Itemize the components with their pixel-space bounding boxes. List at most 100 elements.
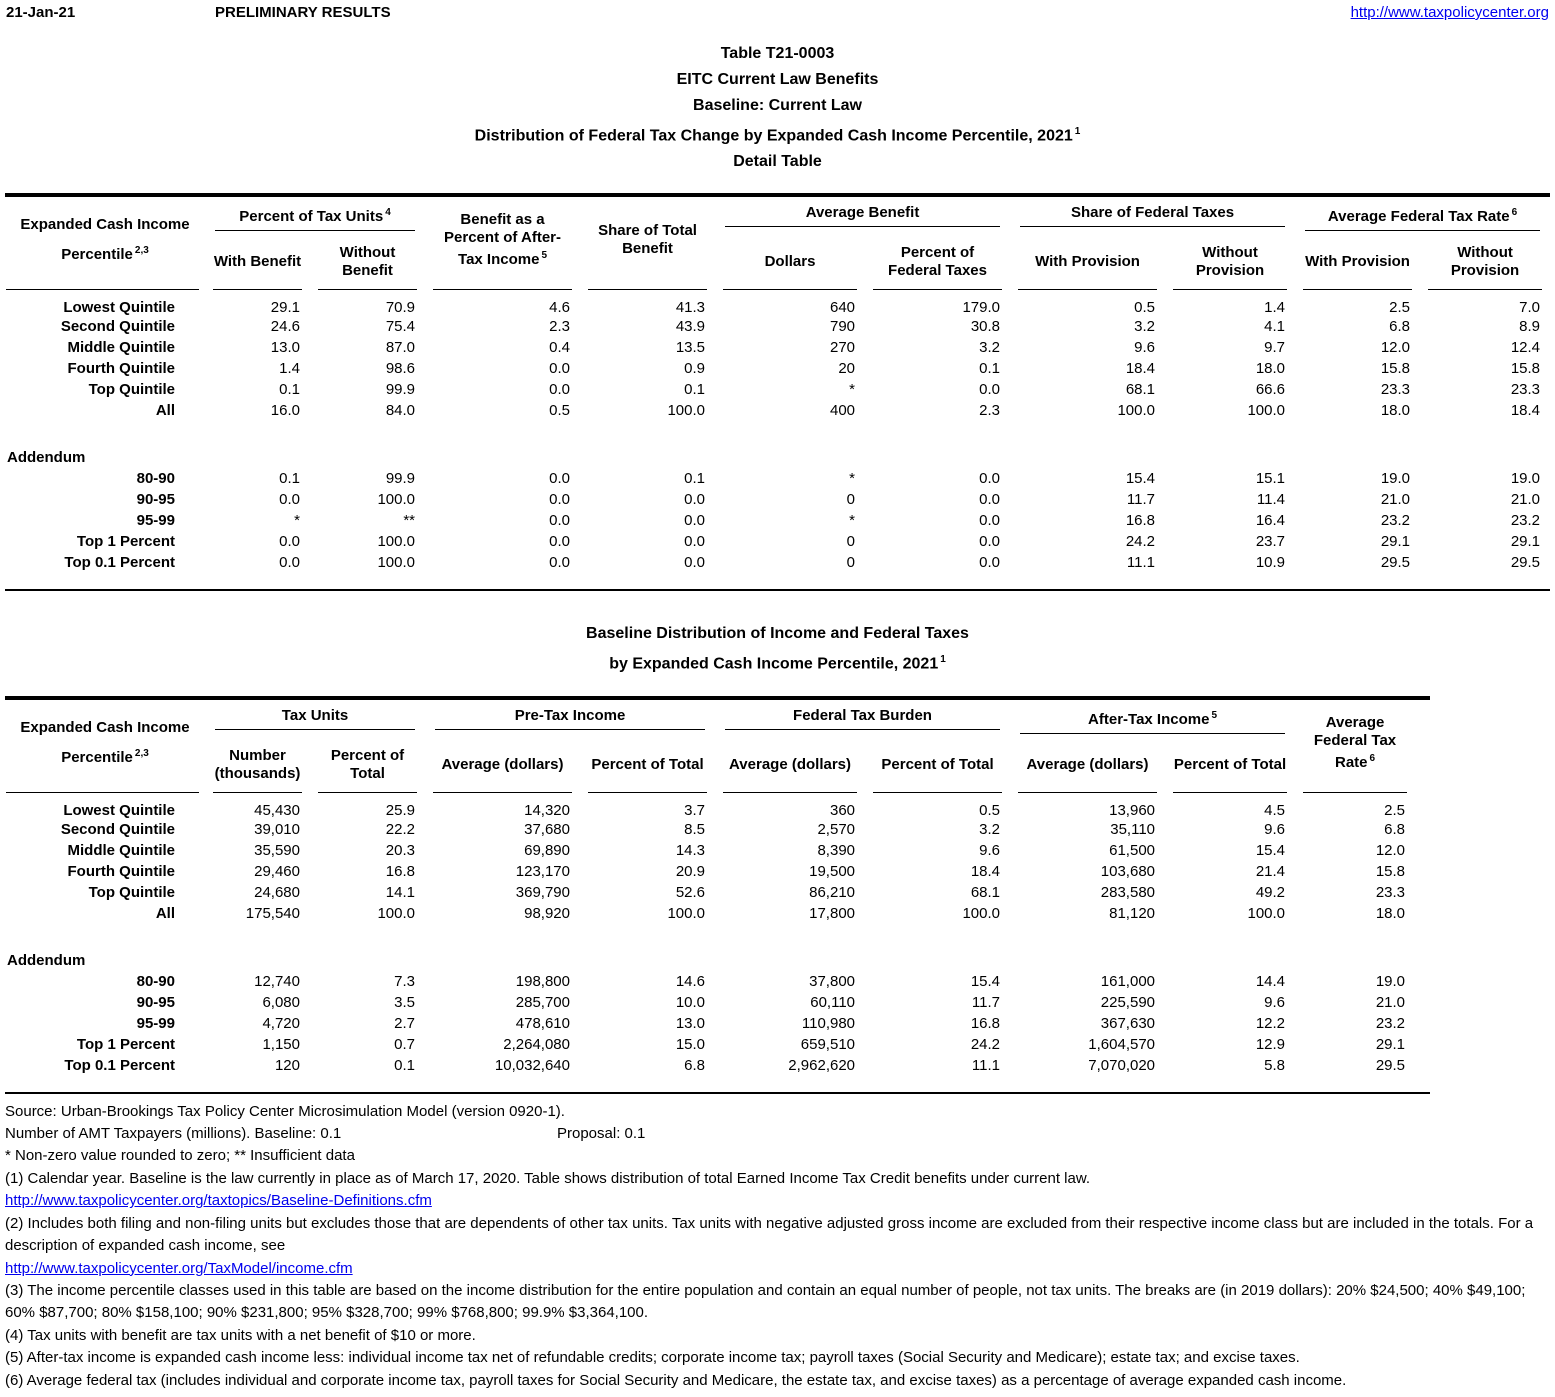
table-row: Top Quintile 0.1 99.9 0.0 0.1 * 0.0 68.1 66.6 23.… xyxy=(5,379,1550,400)
table-cell: 5.8 xyxy=(1264,1056,1286,1074)
table-cell: 15.0 xyxy=(675,1035,706,1053)
table1-bottom-gap xyxy=(5,573,1550,589)
column-group-share-of-federal-taxes: Share of Federal Taxes xyxy=(1010,197,1295,241)
table-cell: 18.0 xyxy=(1255,360,1286,378)
table1-addendum-rows: 80-90 0.1 99.9 0.0 0.1 * 0.0 15.4 15.1 19.0 19.0 90… xyxy=(5,468,1550,573)
column-header-with-benefit: With Benefit xyxy=(205,241,310,291)
table-cell: * xyxy=(294,512,300,530)
row-label: Second Quintile xyxy=(60,820,175,838)
table2-title-line1: Baseline Distribution of Income and Fede… xyxy=(586,625,969,643)
table-cell: 68.1 xyxy=(970,883,1001,901)
table-cell: 23.3 xyxy=(1510,381,1541,399)
table-cell: 640 xyxy=(829,299,856,317)
addendum-heading-row: Addendum xyxy=(5,447,1550,468)
table1-group-header-row: Expanded Cash Income Percentile 2,3 Perce… xyxy=(5,197,1550,291)
table-cell: 24.6 xyxy=(270,318,300,336)
table-cell: 15.8 xyxy=(1375,862,1406,880)
footnote-5: (5) After-tax income is expanded cash in… xyxy=(5,1349,1300,1367)
table-cell: 161,000 xyxy=(1100,972,1156,990)
table-cell: 10,032,640 xyxy=(494,1056,570,1074)
table-cell: 23.3 xyxy=(1380,381,1411,399)
table-cell: 15.4 xyxy=(1125,470,1156,488)
table-cell: 16.4 xyxy=(1255,512,1286,530)
table-cell: 0.0 xyxy=(279,533,300,551)
table-cell: 270 xyxy=(829,339,856,357)
table-cell: 225,590 xyxy=(1100,993,1156,1011)
table-cell: 29,460 xyxy=(254,862,300,880)
table-cell: 84.0 xyxy=(385,402,416,420)
table-cell: 0.1 xyxy=(279,470,300,488)
table-cell: 6,080 xyxy=(262,993,300,1011)
table-cell: 16.8 xyxy=(385,862,415,880)
footnote-ref-1: 1 xyxy=(940,654,946,666)
table-cell: 12.2 xyxy=(1255,1014,1286,1032)
table-row: Lowest Quintile 29.1 70.9 4.6 41.3 640 179.0 0.… xyxy=(5,290,1550,316)
table-cell: 0.0 xyxy=(684,533,706,551)
table-cell: 8.5 xyxy=(684,820,706,838)
income-definition-link[interactable]: http://www.taxpolicycenter.org/TaxModel/… xyxy=(5,1259,353,1277)
table-cell: 120 xyxy=(274,1056,300,1074)
table-cell: 99.9 xyxy=(385,470,416,488)
table-cell: 19.0 xyxy=(1380,470,1411,488)
footnote-ref-5: 5 xyxy=(541,250,547,262)
table-cell: 21.4 xyxy=(1255,862,1286,880)
table-subtitle-distribution: Distribution of Federal Tax Change by Ex… xyxy=(474,126,1081,145)
table-cell: 478,610 xyxy=(515,1014,570,1032)
table-cell: 7.3 xyxy=(394,972,415,990)
table-row: Top 0.1 Percent 0.0 100.0 0.0 0.0 0 0.0 11.1 10.… xyxy=(5,552,1550,573)
row-label: Fourth Quintile xyxy=(67,360,175,378)
table-cell: 18.4 xyxy=(970,862,1001,880)
table-cell: 0.7 xyxy=(394,1035,415,1053)
table-cell: 8.9 xyxy=(1519,318,1541,336)
baseline-definitions-link[interactable]: http://www.taxpolicycenter.org/taxtopics… xyxy=(5,1192,432,1210)
table-cell: 0.0 xyxy=(549,512,571,530)
preliminary-results-label: PRELIMINARY RESULTS xyxy=(215,4,391,21)
table-cell: 14.3 xyxy=(675,841,706,859)
table1-addendum-heading: Addendum xyxy=(5,421,1550,468)
table-cell: 2,264,080 xyxy=(503,1035,570,1053)
row-label: Top 1 Percent xyxy=(76,1035,175,1053)
table-cell: 18.4 xyxy=(1125,360,1156,378)
row-label: Second Quintile xyxy=(60,318,175,336)
table-cell: 20.3 xyxy=(385,841,415,859)
table-cell: 49.2 xyxy=(1255,883,1286,901)
table-cell: 35,590 xyxy=(254,841,300,859)
table2-top-rule xyxy=(5,695,1430,700)
table-cell: 12.0 xyxy=(1375,841,1406,859)
spacer-row xyxy=(5,421,1550,447)
table-cell: 81,120 xyxy=(1109,904,1156,922)
table-cell: 9.6 xyxy=(979,841,1001,859)
table-cell: 19,500 xyxy=(809,862,856,880)
table-cell: 24.2 xyxy=(1125,533,1156,551)
table-cell: 29.1 xyxy=(1375,1035,1406,1053)
table-cell: 400 xyxy=(829,402,856,420)
addendum-label: Addendum xyxy=(7,951,86,969)
table-row: Top 1 Percent 1,150 0.7 2,264,080 15.0 659,51… xyxy=(5,1034,1415,1055)
table-cell: 7,070,020 xyxy=(1088,1056,1156,1074)
table-cell: 98,920 xyxy=(524,904,570,922)
footnote-3: (3) The income percentile classes used i… xyxy=(5,1281,1526,1322)
taxpolicycenter-url-link[interactable]: http://www.taxpolicycenter.org xyxy=(1350,4,1549,21)
table-cell: 4.6 xyxy=(549,299,571,317)
table-cell: 11.1 xyxy=(971,1056,1001,1074)
table-cell: 0.0 xyxy=(979,470,1001,488)
table-cell: 2,570 xyxy=(817,820,856,838)
table-row: All 16.0 84.0 0.5 100.0 400 2.3 100.0 100.0 18.0 1… xyxy=(5,400,1550,421)
table1-bottom-rule xyxy=(5,589,1550,592)
table-subtitle-detail: Detail Table xyxy=(733,153,822,171)
table-cell: 0.1 xyxy=(684,381,706,399)
amt-taxpayers-note: Number of AMT Taxpayers (millions). Base… xyxy=(5,1123,1550,1145)
table-row: Second Quintile 24.6 75.4 2.3 43.9 790 30.8 3.2… xyxy=(5,316,1550,337)
table-row: 90-95 6,080 3.5 285,700 10.0 60,110 11.7 225,59… xyxy=(5,992,1415,1013)
table-cell: 7.0 xyxy=(1519,299,1541,317)
table-cell: 0.0 xyxy=(684,554,706,572)
table-cell: 11.7 xyxy=(1126,491,1156,509)
table-cell: 0.1 xyxy=(279,381,300,399)
table-cell: 9.6 xyxy=(1264,820,1286,838)
column-header-share-without-provision: Without Provision xyxy=(1165,241,1295,291)
table2-addendum-heading: Addendum xyxy=(5,924,1415,971)
table-cell: 21.0 xyxy=(1375,993,1406,1011)
table-cell: 52.6 xyxy=(675,883,706,901)
title-block: Table T21-0003 EITC Current Law Benefits… xyxy=(5,41,1550,175)
